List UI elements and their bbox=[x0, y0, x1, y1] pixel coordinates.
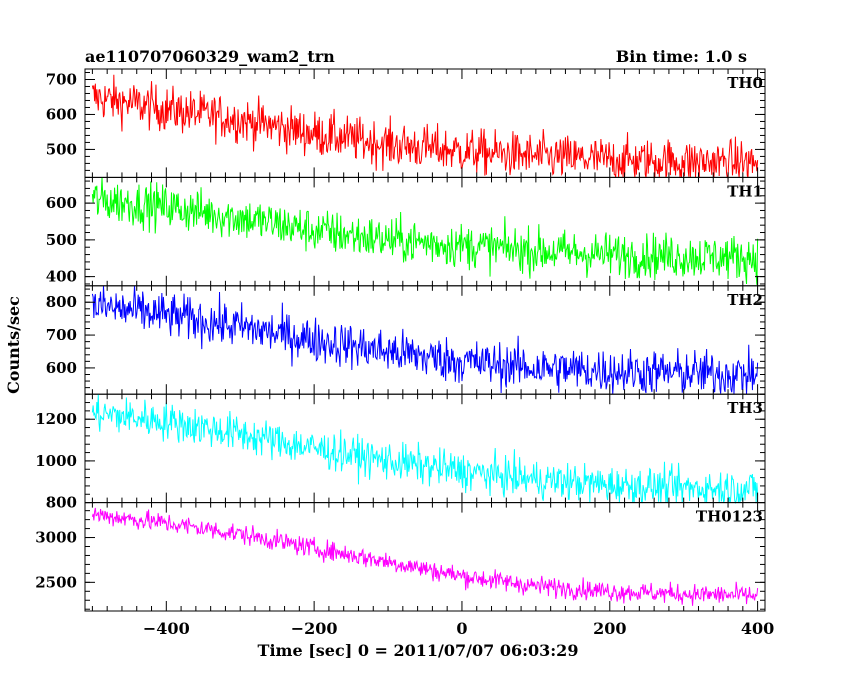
panel-frame bbox=[84, 176, 766, 287]
y-tick-label: 600 bbox=[46, 105, 77, 123]
panels: 500 600 700 TH0 400 500 600 TH1 600 700 800 TH2 800 1… bbox=[35, 68, 766, 612]
x-axis-label: Time [sec] 0 = 2011/07/07 06:03:29 bbox=[258, 641, 579, 660]
y-tick-label: 800 bbox=[46, 494, 77, 512]
panel-th2: 600 700 800 TH2 bbox=[46, 285, 766, 395]
y-tick-label: 3000 bbox=[35, 529, 77, 547]
y-tick-label: 1200 bbox=[35, 410, 77, 428]
panel-label: TH3 bbox=[727, 399, 763, 417]
x-tick-label: 200 bbox=[593, 619, 626, 638]
panel-th3: 800 1000 1200 TH3 bbox=[35, 393, 766, 512]
panel-frame bbox=[84, 285, 766, 395]
bin-time-label: Bin time: 1.0 s bbox=[616, 47, 747, 66]
panel-frame bbox=[84, 502, 766, 612]
x-tick-label: −200 bbox=[291, 619, 338, 638]
series-line-th3 bbox=[91, 394, 759, 505]
panel-th0123: 2500 3000 TH0123 bbox=[35, 502, 766, 612]
panel-label: TH2 bbox=[727, 291, 763, 309]
panel-label: TH0123 bbox=[696, 508, 763, 526]
panel-label: TH0 bbox=[727, 74, 763, 92]
panel-th1: 400 500 600 TH1 bbox=[46, 176, 766, 287]
x-tick-label: 0 bbox=[456, 619, 467, 638]
x-tick-label: 400 bbox=[741, 619, 774, 638]
y-tick-label: 500 bbox=[46, 231, 77, 249]
y-tick-label: 600 bbox=[46, 359, 77, 377]
y-tick-label: 700 bbox=[46, 326, 77, 344]
chart-title: ae110707060329_wam2_trn bbox=[85, 47, 335, 66]
y-tick-label: 500 bbox=[46, 140, 77, 158]
y-tick-label: 1000 bbox=[35, 452, 77, 470]
x-tick-label: −400 bbox=[143, 619, 190, 638]
x-tick-labels: −400 −200 0 200 400 bbox=[143, 619, 774, 638]
y-axis-label: Counts/sec bbox=[4, 296, 23, 394]
y-tick-label: 700 bbox=[46, 70, 77, 88]
y-tick-label: 600 bbox=[46, 194, 77, 212]
y-tick-label: 800 bbox=[46, 293, 77, 311]
panel-label: TH1 bbox=[727, 182, 763, 200]
panel-th0: 500 600 700 TH0 bbox=[46, 68, 766, 179]
y-tick-label: 400 bbox=[46, 268, 77, 286]
y-tick-label: 2500 bbox=[35, 573, 77, 591]
series-line-th0 bbox=[91, 74, 759, 179]
series-line-th0123 bbox=[91, 507, 759, 606]
series-line-th2 bbox=[91, 285, 759, 395]
series-line-th1 bbox=[91, 177, 759, 285]
